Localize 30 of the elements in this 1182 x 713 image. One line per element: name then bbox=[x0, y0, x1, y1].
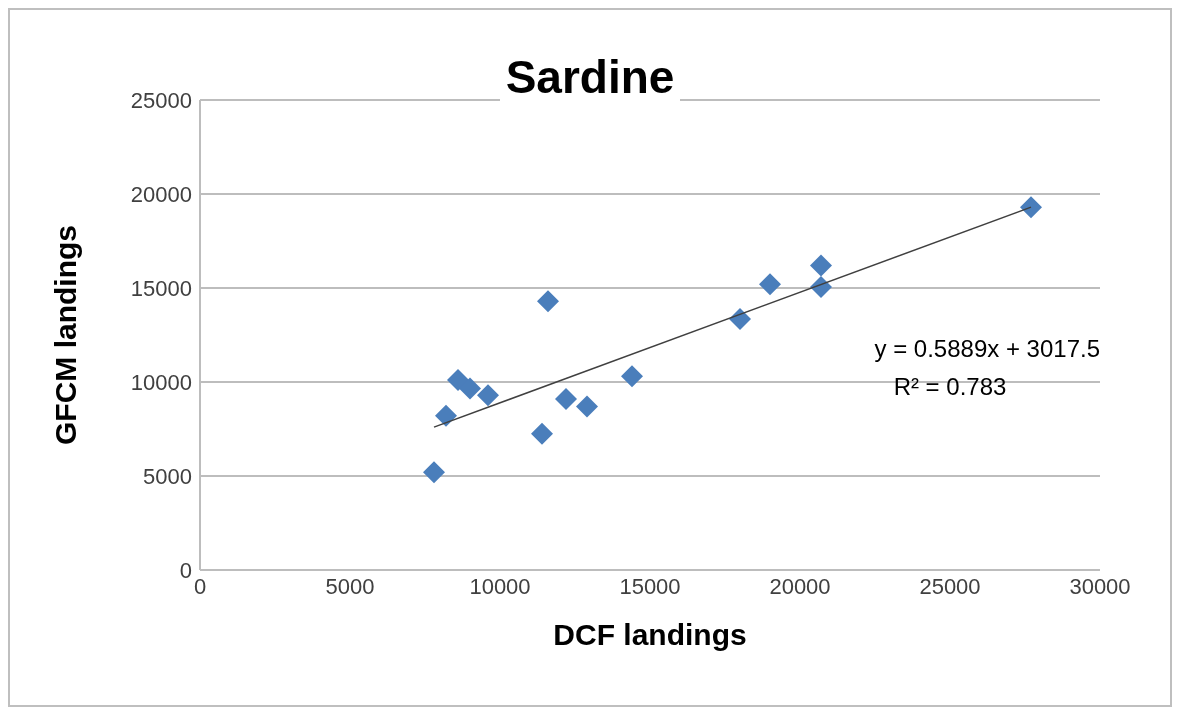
x-tick-label: 30000 bbox=[1069, 573, 1131, 599]
x-tick-label: 5000 bbox=[325, 573, 375, 599]
point bbox=[459, 377, 481, 400]
chart-title: Sardine bbox=[499, 51, 681, 103]
y-tick-label: 10000 bbox=[130, 369, 192, 395]
y-tick-label: 20000 bbox=[130, 181, 192, 207]
y-tick-label: 5000 bbox=[143, 463, 192, 489]
point bbox=[759, 273, 781, 296]
y-tick-label: 15000 bbox=[130, 275, 192, 301]
point bbox=[537, 290, 559, 313]
x-tick-label: 25000 bbox=[919, 573, 981, 599]
annotation: R² = 0.783 bbox=[892, 373, 1008, 401]
y-tick-label: 0 bbox=[179, 557, 192, 583]
point bbox=[447, 369, 469, 392]
x-tick-label: 10000 bbox=[469, 573, 531, 599]
point bbox=[477, 384, 499, 407]
point bbox=[621, 365, 643, 388]
point bbox=[810, 254, 832, 277]
point bbox=[576, 395, 598, 418]
point bbox=[423, 461, 445, 484]
annotation: y = 0.5889x + 3017.5 bbox=[873, 335, 1100, 363]
point bbox=[531, 422, 553, 445]
point bbox=[555, 387, 577, 410]
y-axis-title: GFCM landings bbox=[48, 225, 82, 445]
x-tick-label: 15000 bbox=[619, 573, 681, 599]
x-axis-title: DCF landings bbox=[553, 618, 747, 651]
point bbox=[1020, 196, 1042, 219]
point bbox=[435, 404, 457, 427]
x-tick-label: 20000 bbox=[769, 573, 831, 599]
y-tick-label: 25000 bbox=[130, 87, 192, 113]
